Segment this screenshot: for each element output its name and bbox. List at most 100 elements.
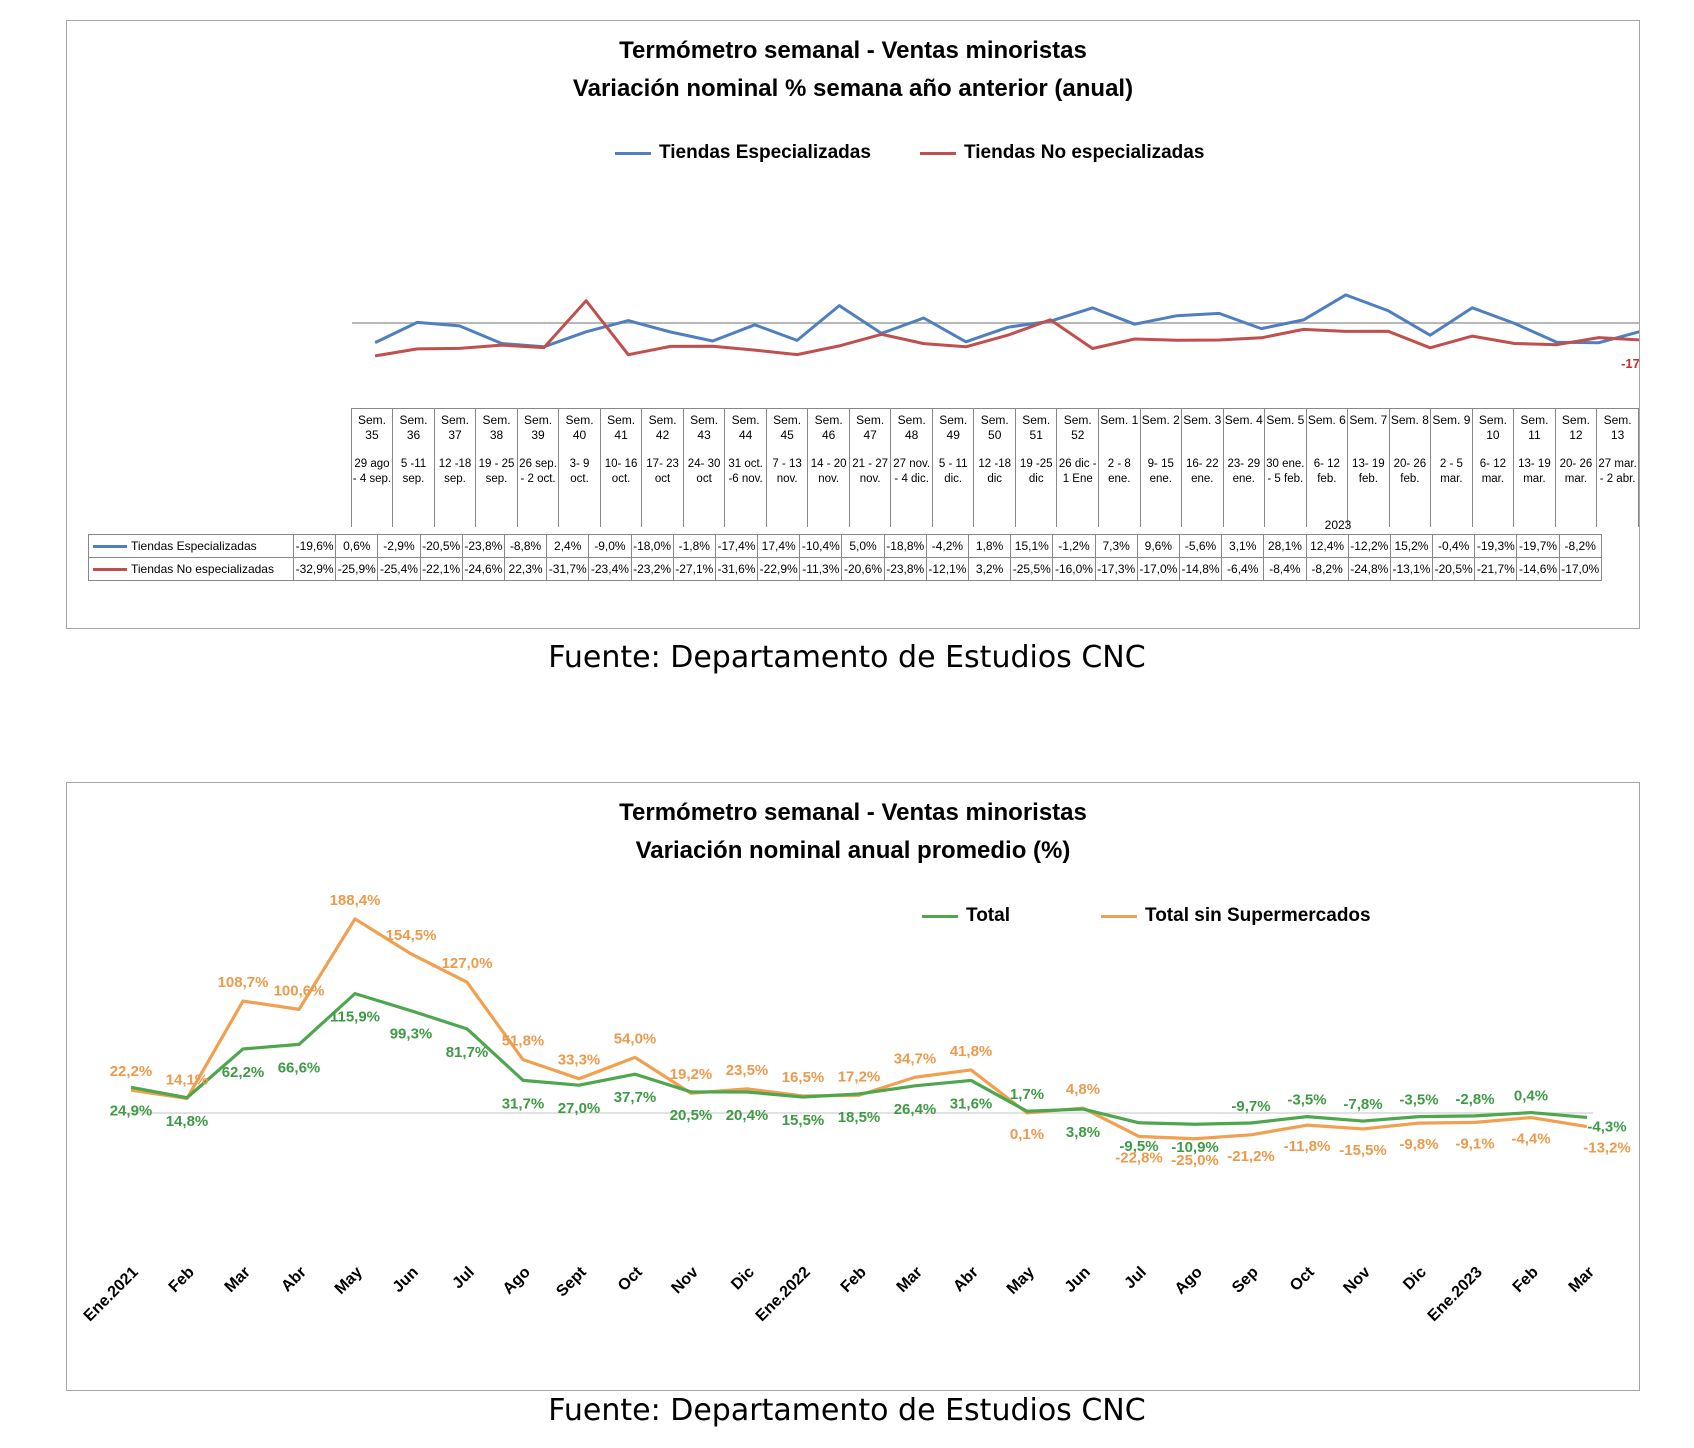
data-label: 81,7% xyxy=(446,1044,489,1061)
chart1-plot: -8,2%-17,0% xyxy=(352,293,1639,371)
data-label: 4,8% xyxy=(1066,1081,1100,1098)
series-line-0 xyxy=(130,992,1588,1126)
x-tick-label: Jun xyxy=(1062,1264,1094,1296)
weekly-chart-panel: Termómetro semanal - Ventas minoristas V… xyxy=(66,20,1640,629)
chart1-week-header: Sem. 35 Sem. 36 Sem. 37 Sem. 38 Sem. 39 Sem. … xyxy=(289,408,1639,527)
data-table-cell: 1,8% xyxy=(967,534,1012,558)
legend-swatch-green xyxy=(922,914,958,918)
monthly-chart-panel: Termómetro semanal - Ventas minoristas V… xyxy=(66,782,1640,1391)
data-label: -3,5% xyxy=(1287,1092,1326,1109)
x-tick-label: Jun xyxy=(390,1264,422,1296)
week-dates: 26 sep. - 2 oct. xyxy=(516,457,560,527)
week-dates: 26 dic - 1 Ene xyxy=(1056,457,1099,527)
data-table-cell: -23,4% xyxy=(588,557,632,581)
week-dates: 27 nov. - 4 dic. xyxy=(890,457,933,527)
x-tick-label: May xyxy=(1004,1264,1038,1298)
data-table-cell: 7,3% xyxy=(1094,534,1138,558)
data-table-cell: -23,8% xyxy=(461,534,505,558)
data-table-cell: -11,3% xyxy=(799,557,843,581)
data-table-cell: -22,1% xyxy=(419,557,463,581)
week-dates: 5 -11 sep. xyxy=(392,457,435,527)
data-label: 18,5% xyxy=(838,1109,881,1126)
data-table-cell: 17,4% xyxy=(757,534,801,558)
data-table-cell: -1,8% xyxy=(672,534,716,558)
x-tick-label: Abr xyxy=(278,1264,310,1296)
week-label: Sem. 38 xyxy=(475,408,518,457)
data-label: 23,5% xyxy=(726,1062,769,1079)
data-label: 16,5% xyxy=(782,1069,825,1086)
data-table-cell: -12,1% xyxy=(925,557,970,581)
chart1-title-line1: Termómetro semanal - Ventas minoristas xyxy=(619,37,1087,64)
data-table-row: Tiendas Especializadas -19,6% 0,6% -2,9% -20… xyxy=(88,534,1602,558)
data-table-cell: -22,9% xyxy=(757,557,801,581)
data-table-cell: 12,4% xyxy=(1305,534,1349,558)
week-dates: 12 -18 sep. xyxy=(433,457,477,527)
chart1-data-table: Tiendas Especializadas -19,6% 0,6% -2,9% -20… xyxy=(88,534,1602,581)
data-table-cell: -5,6% xyxy=(1178,534,1223,558)
x-tick-label: Ene.2022 xyxy=(753,1264,814,1325)
data-label: -4,4% xyxy=(1511,1131,1550,1148)
data-table-cell: 28,1% xyxy=(1263,534,1307,558)
legend-label: Tiendas Especializadas xyxy=(659,142,871,163)
x-tick-label: Oct xyxy=(1287,1263,1318,1294)
week-label: Sem. 9 xyxy=(1430,408,1473,457)
chart2-title-line1: Termómetro semanal - Ventas minoristas xyxy=(619,799,1087,826)
week-dates: 19 - 25 sep. xyxy=(475,457,518,527)
data-label: 115,9% xyxy=(330,1009,380,1026)
data-label: 33,3% xyxy=(558,1052,601,1069)
chart1-legend-especializadas: Tiendas Especializadas xyxy=(615,142,871,164)
x-tick-label: Feb xyxy=(838,1264,870,1296)
data-table-cell: 3,1% xyxy=(1221,534,1265,558)
week-label: Sem. 12 xyxy=(1554,408,1598,457)
data-table-cell: -24,8% xyxy=(1347,557,1391,581)
data-label: 100,6% xyxy=(274,982,325,999)
data-label: -25,0% xyxy=(1171,1152,1219,1169)
data-label: 66,6% xyxy=(278,1059,321,1076)
x-tick-label: May xyxy=(332,1264,366,1298)
data-label: -13,2% xyxy=(1583,1140,1631,1157)
data-label: 37,7% xyxy=(614,1089,657,1106)
series-line-0 xyxy=(374,293,1639,349)
data-label: 0,4% xyxy=(1514,1088,1548,1105)
data-table-cell: -25,9% xyxy=(335,557,379,581)
data-table-cell: -25,5% xyxy=(1010,557,1054,581)
data-label: -9,1% xyxy=(1455,1135,1494,1152)
data-table-cell: -9,0% xyxy=(588,534,632,558)
data-label: -4,3% xyxy=(1587,1118,1626,1135)
week-dates: 13- 19 mar. xyxy=(1513,457,1556,527)
week-dates: 17- 23 oct xyxy=(641,457,684,527)
week-label: Sem. 44 xyxy=(724,408,767,457)
data-label: 54,0% xyxy=(614,1030,657,1047)
data-label: -3,5% xyxy=(1399,1092,1438,1109)
legend-swatch-blue xyxy=(615,151,651,155)
x-tick-label: Dic xyxy=(1400,1264,1430,1294)
legend-label: Total sin Supermercados xyxy=(1145,905,1371,926)
week-label: Sem. 6 xyxy=(1305,408,1349,457)
week-dates: 7 - 13 nov. xyxy=(765,457,809,527)
week-dates: 14 - 20 nov. xyxy=(807,457,850,527)
week-dates: 3- 9 oct. xyxy=(558,457,601,527)
chart2-legend-total: Total xyxy=(922,905,1010,927)
week-dates: 20- 26 feb. xyxy=(1388,457,1432,527)
x-tick-label: Jul xyxy=(449,1264,477,1292)
data-table-cell: -2,9% xyxy=(377,534,421,558)
data-table-cell: 3,2% xyxy=(967,557,1012,581)
x-tick-label: Dic xyxy=(728,1264,758,1294)
data-table-cell: -20,5% xyxy=(419,534,463,558)
week-dates: 30 ene. - 5 feb. xyxy=(1264,457,1307,527)
data-label: 24,9% xyxy=(110,1102,153,1119)
data-label: -2,8% xyxy=(1455,1091,1494,1108)
data-table-cell: -20,5% xyxy=(1432,557,1476,581)
data-table-cell: -0,4% xyxy=(1432,534,1476,558)
data-table-cell: -14,6% xyxy=(1516,557,1560,581)
x-tick-label: Oct xyxy=(615,1263,646,1294)
data-table-cell: 2,4% xyxy=(546,534,590,558)
data-table-cell: -24,6% xyxy=(461,557,505,581)
data-table-cell: -18,8% xyxy=(883,534,927,558)
x-tick-label: Mar xyxy=(222,1264,254,1296)
data-label: 154,5% xyxy=(386,927,437,944)
week-label: Sem. 1 xyxy=(1098,408,1141,457)
data-label: 14,1% xyxy=(166,1071,209,1088)
data-label: -9,5% xyxy=(1119,1138,1158,1155)
data-table-cell: 9,6% xyxy=(1136,534,1180,558)
